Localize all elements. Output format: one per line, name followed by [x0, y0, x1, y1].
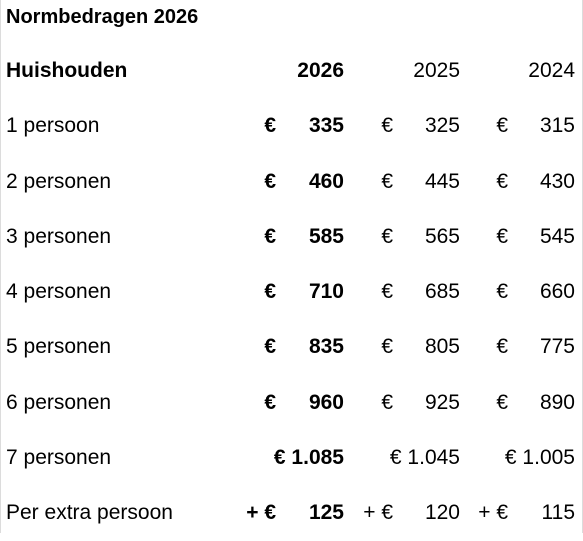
table-row-extra-person: Per extra persoon + € 125 + € 120 + € 11… — [0, 485, 583, 540]
currency-2026: € — [264, 390, 276, 414]
amount-2025: 120 — [424, 501, 460, 525]
amount-2024: 890 — [539, 390, 575, 414]
row-label: Per extra persoon — [6, 501, 173, 525]
amount-2024: 660 — [539, 280, 575, 304]
amount-2024: 775 — [539, 335, 575, 359]
row-label: 2 personen — [6, 169, 112, 193]
amount-2024: 115 — [541, 501, 575, 525]
amount-2025: 925 — [424, 390, 460, 414]
amount-2025: 565 — [424, 224, 460, 248]
currency-2025: € — [381, 280, 393, 304]
currency-2026: € — [264, 114, 276, 138]
amount-2026: 960 — [308, 390, 344, 414]
currency-2024: + € — [478, 501, 508, 525]
currency-2025: € — [381, 390, 393, 414]
amount-2025: 685 — [424, 280, 460, 304]
amount-2026: 710 — [308, 280, 344, 304]
row-label: 7 personen — [6, 446, 112, 470]
currency-2024: € — [496, 224, 508, 248]
table-row: 6 personen € 960 € 925 € 890 — [0, 375, 583, 430]
amount-2024: 545 — [539, 224, 575, 248]
currency-2024: € — [496, 114, 508, 138]
table-row: 1 persoon € 335 € 325 € 315 — [0, 98, 583, 153]
amount-2024: 430 — [539, 169, 575, 193]
page-title: Normbedragen 2026 — [6, 6, 199, 28]
currency-2025: + € — [363, 501, 393, 525]
currency-2026: € — [264, 335, 276, 359]
header-household: Huishouden — [6, 59, 128, 82]
currency-2026: € — [264, 280, 276, 304]
currency-2026: € — [264, 224, 276, 248]
amount-2026: 460 — [308, 169, 344, 193]
amount-2026: 125 — [308, 501, 344, 525]
row-label: 1 persoon — [6, 114, 100, 138]
header-year-2024: 2024 — [528, 59, 575, 82]
table-row: 2 personen € 460 € 445 € 430 — [0, 154, 583, 209]
amount-2025: € 1.045 — [389, 446, 460, 470]
row-label: 5 personen — [6, 335, 112, 359]
currency-2024: € — [496, 390, 508, 414]
currency-2026: + € — [246, 501, 276, 525]
currency-2025: € — [381, 224, 393, 248]
row-label: 3 personen — [6, 224, 112, 248]
norm-amounts-table: Huishouden 2026 2025 2024 1 persoon € 33… — [0, 43, 583, 541]
table-row: 4 personen € 710 € 685 € 660 — [0, 264, 583, 319]
amount-2025: 805 — [424, 335, 460, 359]
amount-2025: 445 — [424, 169, 460, 193]
amount-2024: € 1.005 — [504, 446, 575, 470]
table-row: 7 personen € 1.085 € 1.045 € 1.005 — [0, 430, 583, 485]
amount-2026: 585 — [308, 224, 344, 248]
amount-2024: 315 — [539, 114, 575, 138]
header-year-2025: 2025 — [413, 59, 460, 82]
row-label: 4 personen — [6, 280, 112, 304]
amount-2025: 325 — [424, 114, 460, 138]
header-year-2026: 2026 — [297, 59, 344, 82]
currency-2026: € — [264, 169, 276, 193]
table-row: 5 personen € 835 € 805 € 775 — [0, 319, 583, 374]
grid-line-left — [0, 0, 1, 533]
amount-2026: 335 — [308, 114, 344, 138]
table-row: 3 personen € 585 € 565 € 545 — [0, 209, 583, 264]
currency-2025: € — [381, 114, 393, 138]
currency-2025: € — [381, 335, 393, 359]
row-label: 6 personen — [6, 390, 112, 414]
table-header-row: Huishouden 2026 2025 2024 — [0, 43, 583, 98]
amount-2026: 835 — [308, 335, 344, 359]
currency-2024: € — [496, 280, 508, 304]
currency-2024: € — [496, 335, 508, 359]
currency-2024: € — [496, 169, 508, 193]
amount-2026: € 1.085 — [273, 446, 344, 470]
currency-2025: € — [381, 169, 393, 193]
